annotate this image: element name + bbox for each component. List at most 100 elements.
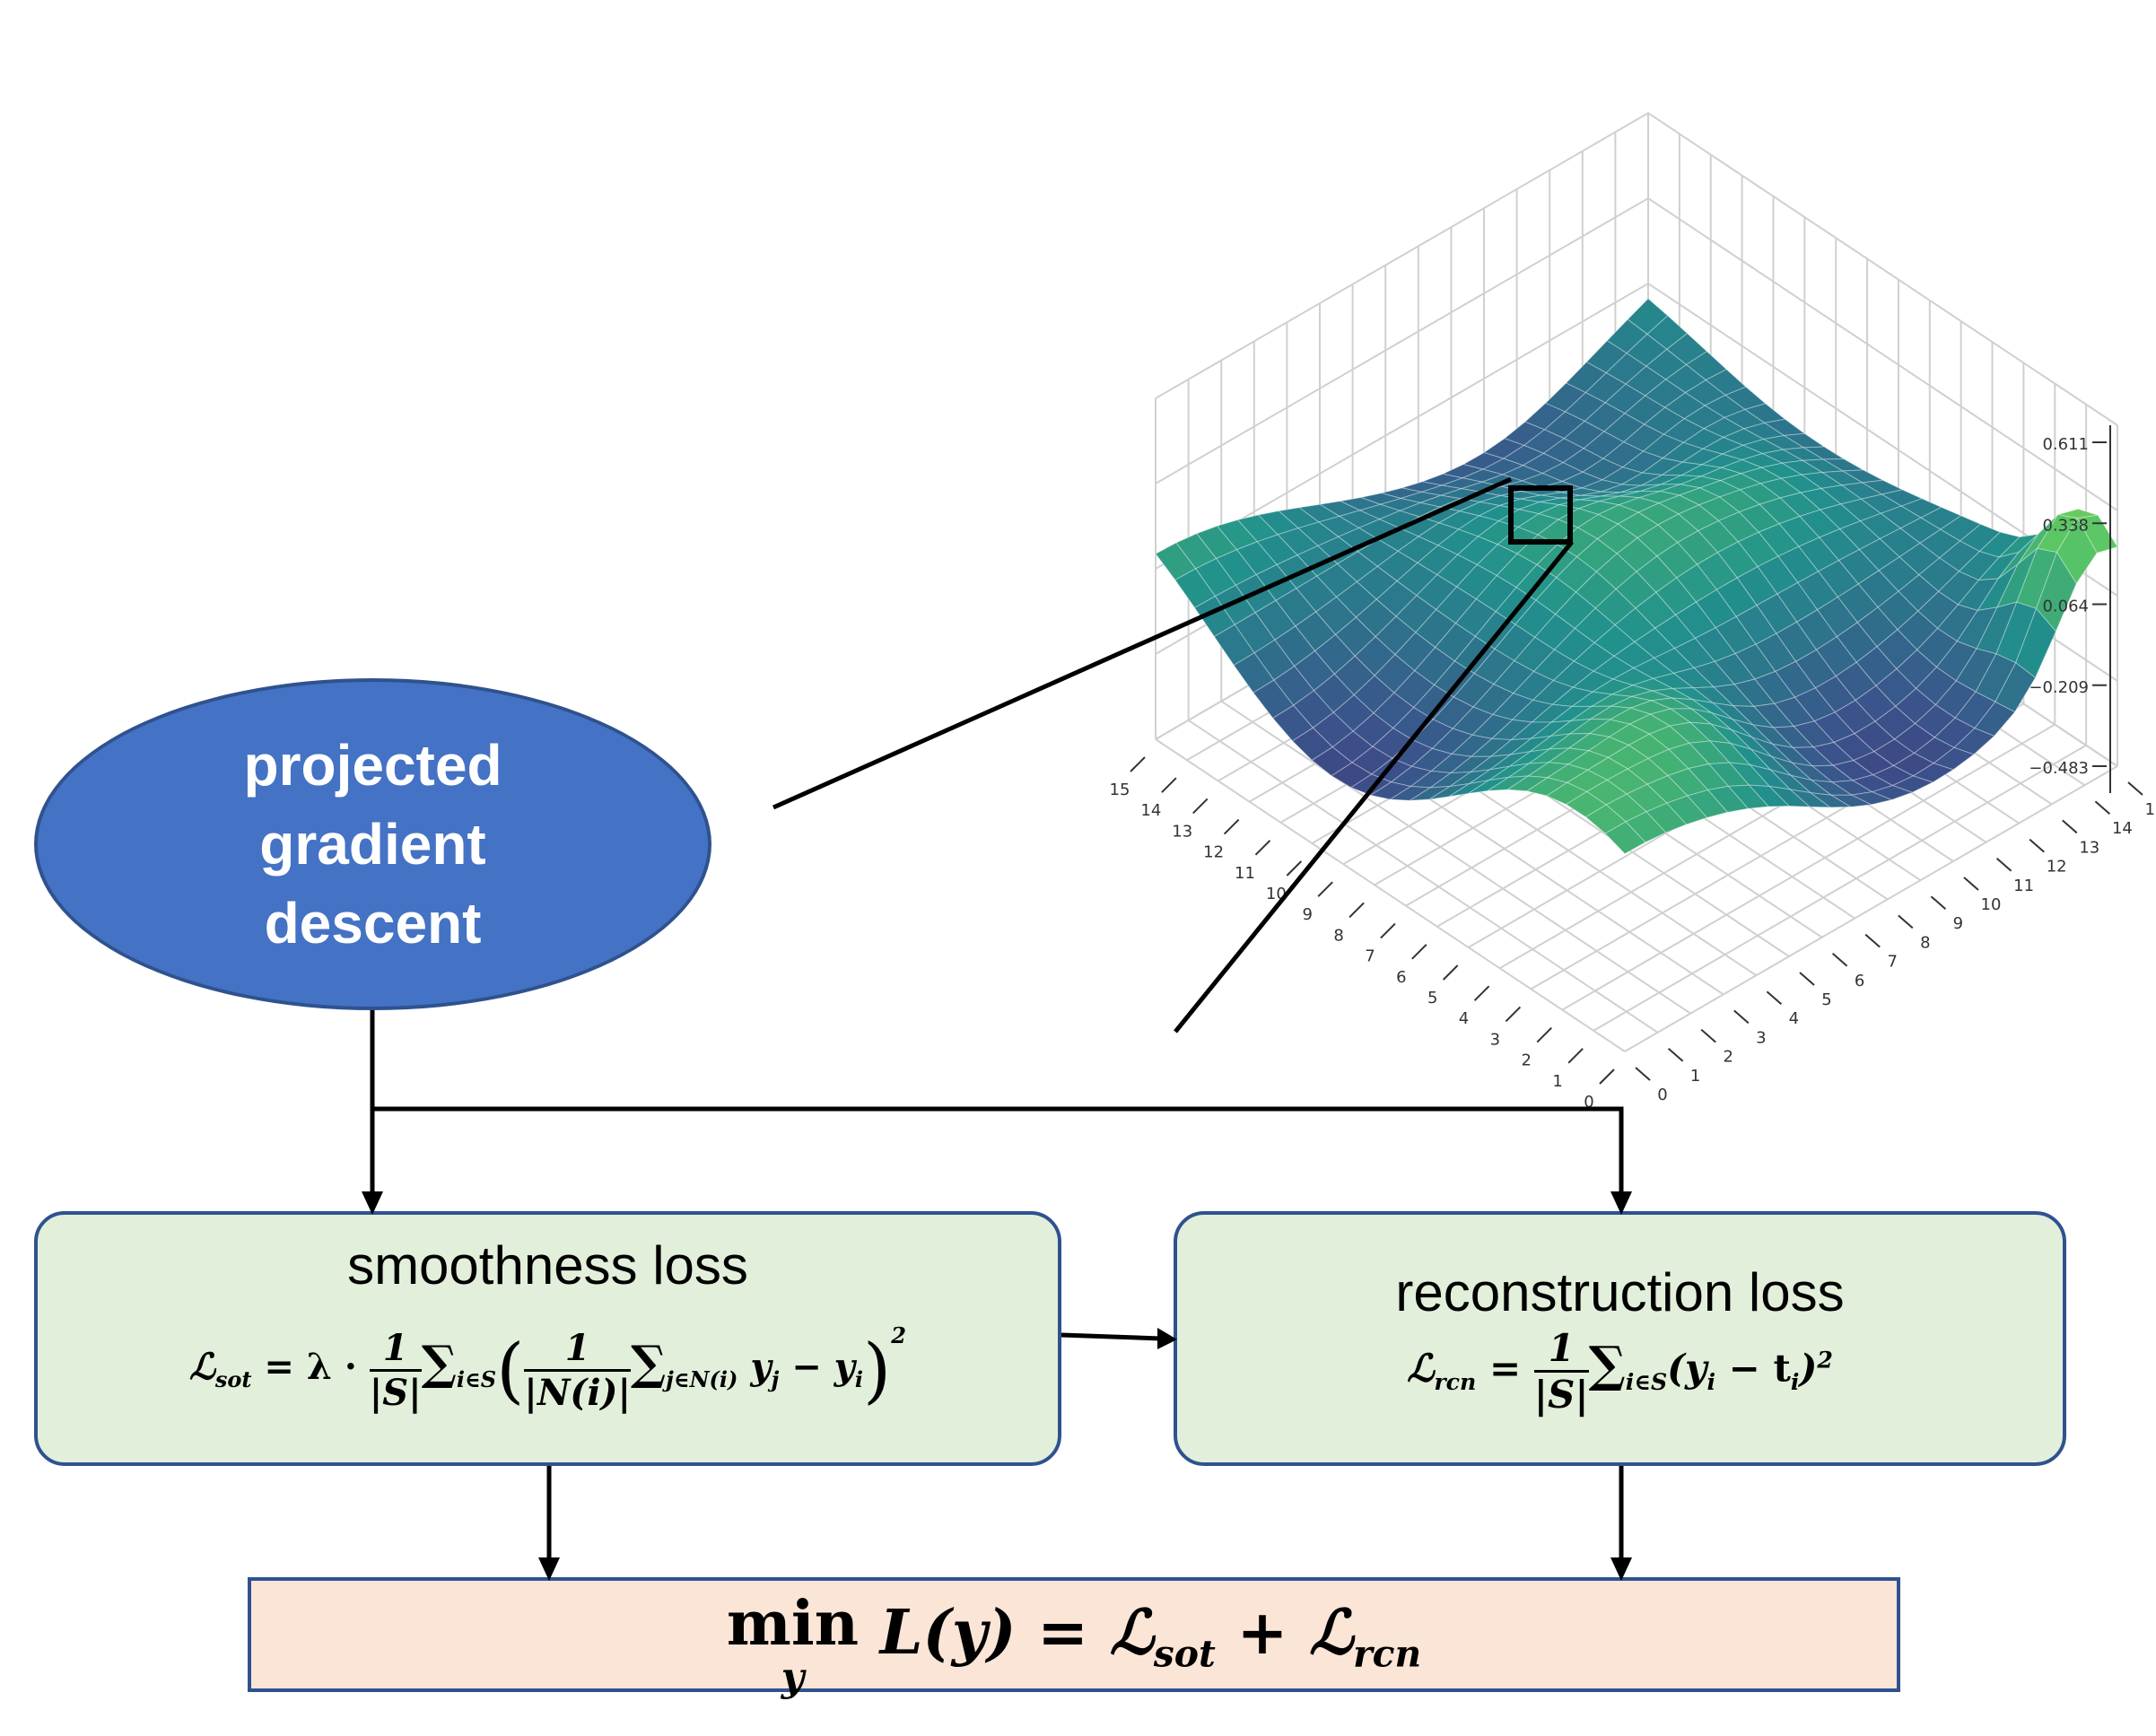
y-tick-mark xyxy=(1799,972,1815,986)
surface-patch xyxy=(1577,501,1620,515)
surface-patch xyxy=(1742,422,1785,441)
surface-patch xyxy=(1792,746,1835,767)
formula-operator: − t xyxy=(1728,1346,1791,1391)
sum-subscript: j∈N(i) xyxy=(666,1366,738,1392)
surface-patch xyxy=(1809,791,1853,808)
formula-symbol: ℒ xyxy=(189,1346,215,1388)
surface-patch xyxy=(1876,629,1918,670)
y-tick-mark xyxy=(1898,914,1914,929)
surface-patch xyxy=(1794,687,1836,722)
surface-patch xyxy=(1567,733,1610,752)
surface-patch xyxy=(1682,428,1725,449)
surface-patch xyxy=(1811,764,1855,783)
surface-patch xyxy=(1734,643,1776,680)
x-tick-mark xyxy=(1411,944,1427,960)
surface-patch xyxy=(1812,741,1855,766)
y-tick-label: 4 xyxy=(1789,1009,1799,1028)
surface-patch xyxy=(1672,697,1713,714)
surface-patch xyxy=(1788,789,1832,808)
denominator: |S| xyxy=(369,1371,422,1414)
formula-subscript: rcn xyxy=(1353,1632,1422,1676)
y-tick-mark xyxy=(1831,953,1848,967)
wall-gridline xyxy=(1155,282,2118,597)
z-tick-label: 0.611 xyxy=(2042,435,2089,454)
surface-patch xyxy=(1602,441,1645,468)
y-tick-mark xyxy=(1930,895,1947,910)
smoothness-loss-title: smoothness loss xyxy=(347,1235,748,1295)
y-tick-mark xyxy=(1864,933,1881,948)
y-tick-label: 8 xyxy=(1920,933,1930,952)
surface-patch xyxy=(1850,791,1894,806)
surface-patch xyxy=(1780,459,1824,475)
y-tick-mark xyxy=(1667,1048,1684,1062)
objective-expression: + ℒ xyxy=(1236,1597,1354,1669)
surface-patch xyxy=(1700,453,1744,468)
sum-symbol: ∑ xyxy=(631,1336,667,1391)
y-tick-mark xyxy=(1635,1067,1651,1081)
y-tick-label: 1 xyxy=(1690,1067,1700,1086)
formula-subscript: sot xyxy=(214,1366,252,1392)
x-tick-mark xyxy=(1286,860,1303,877)
surface-patch xyxy=(1565,361,1608,394)
objective-expression: L(y) = ℒ xyxy=(879,1597,1154,1669)
x-tick-mark xyxy=(1380,922,1396,939)
projected-gradient-descent-node: projected gradient descent xyxy=(34,678,711,1010)
close-paren: ) xyxy=(863,1328,892,1412)
x-tick-label: 12 xyxy=(1203,843,1224,862)
smoothness-loss-box: smoothness loss ℒsot = λ · 1 |S| ∑i∈S(1 |N(… xyxy=(34,1211,1061,1466)
floor-gridline xyxy=(1593,744,2087,1032)
surface-patch xyxy=(1773,696,1816,728)
surface-patch xyxy=(1855,685,1897,722)
surface-patch xyxy=(1684,379,1727,406)
surface-patch xyxy=(1798,537,1840,572)
y-tick-mark xyxy=(2029,838,2045,853)
surface-patch xyxy=(1609,707,1652,725)
formula-operator: − xyxy=(791,1346,822,1388)
surface-patch xyxy=(1748,784,1791,807)
x-tick-label: 0 xyxy=(1584,1093,1593,1112)
surface-patch xyxy=(1759,497,1801,525)
y-tick-label: 14 xyxy=(2112,819,2133,838)
y-tick-mark xyxy=(1700,1028,1716,1043)
surface-patch xyxy=(1741,438,1785,455)
surface-patch xyxy=(1665,795,1708,825)
x-tick-label: 9 xyxy=(1302,905,1312,924)
surface-patch xyxy=(1686,789,1729,818)
x-tick-mark xyxy=(1349,902,1365,919)
surface-patch xyxy=(1779,492,1821,518)
formula-power: 2 xyxy=(891,1322,906,1348)
surface-patch xyxy=(1933,717,1976,748)
x-tick-mark xyxy=(1254,840,1271,856)
x-tick-label: 14 xyxy=(1140,801,1161,820)
surface-patch xyxy=(1754,670,1796,704)
surface-patch xyxy=(1860,493,1903,514)
formula-subscript: j xyxy=(771,1366,780,1392)
surface-patch xyxy=(1583,431,1625,459)
x-tick-mark xyxy=(1599,1069,1615,1085)
surface-patch xyxy=(1627,757,1669,785)
min-operator: min y xyxy=(727,1593,859,1705)
floor-gridline xyxy=(1624,765,2118,1052)
y-tick-label: 6 xyxy=(1855,972,1864,990)
formula-symbol: ) xyxy=(1799,1346,1818,1391)
x-tick-mark xyxy=(1317,881,1333,897)
x-tick-label: 3 xyxy=(1490,1030,1500,1049)
surface-patch xyxy=(1663,418,1706,443)
surface-patch xyxy=(1740,467,1783,484)
surface-patch xyxy=(1757,555,1799,595)
surface-patch xyxy=(1996,546,2038,608)
surface-patch xyxy=(1751,737,1793,763)
smoothness-formula: ℒsot = λ · 1 |S| ∑i∈S(1 |N(i)| ∑j∈N(i) yj − … xyxy=(38,1322,1058,1414)
surface-patch xyxy=(1573,641,1615,672)
x-tick-label: 5 xyxy=(1427,989,1437,1008)
x-tick-mark xyxy=(1473,985,1490,1001)
y-tick-label: 11 xyxy=(2013,877,2034,895)
surface-patch xyxy=(1645,802,1688,833)
z-tick-label: 0.064 xyxy=(2042,598,2089,616)
surface-patch xyxy=(1857,570,1899,608)
surface-patch xyxy=(1937,571,1980,606)
x-tick-mark xyxy=(1442,964,1459,981)
surface-patch xyxy=(1667,768,1709,797)
x-tick-mark xyxy=(1192,798,1209,815)
surface-patch xyxy=(1974,701,2016,737)
